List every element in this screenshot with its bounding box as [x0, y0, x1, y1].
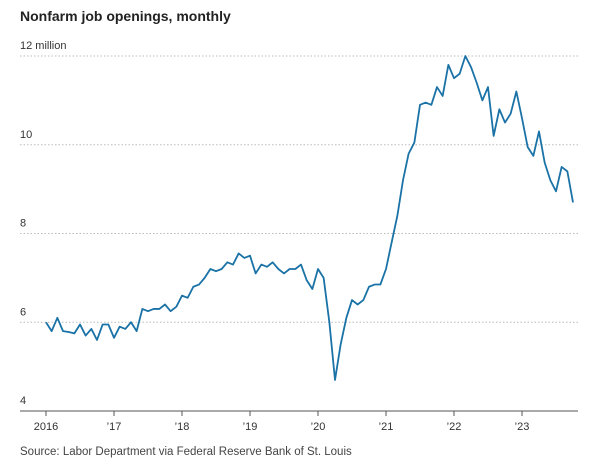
- x-tick-label: ’17: [107, 421, 122, 433]
- y-tick-label: 12 million: [20, 40, 66, 52]
- x-tick-label: ’18: [175, 421, 190, 433]
- y-tick-label: 6: [20, 306, 26, 318]
- y-tick-label: 10: [20, 129, 32, 141]
- y-tick-label: 4: [20, 395, 26, 407]
- x-tick-label: ’20: [311, 421, 326, 433]
- x-tick-label: ’21: [379, 421, 394, 433]
- x-tick-label: ’19: [243, 421, 258, 433]
- x-tick-label: 2016: [34, 421, 58, 433]
- series-line: [45, 55, 574, 381]
- chart-title: Nonfarm job openings, monthly: [20, 8, 231, 24]
- source: Source: Labor Department via Federal Res…: [20, 446, 352, 458]
- x-tick-label: ’22: [447, 421, 462, 433]
- x-tick-label: ’23: [515, 421, 530, 433]
- y-tick-label: 8: [20, 218, 26, 230]
